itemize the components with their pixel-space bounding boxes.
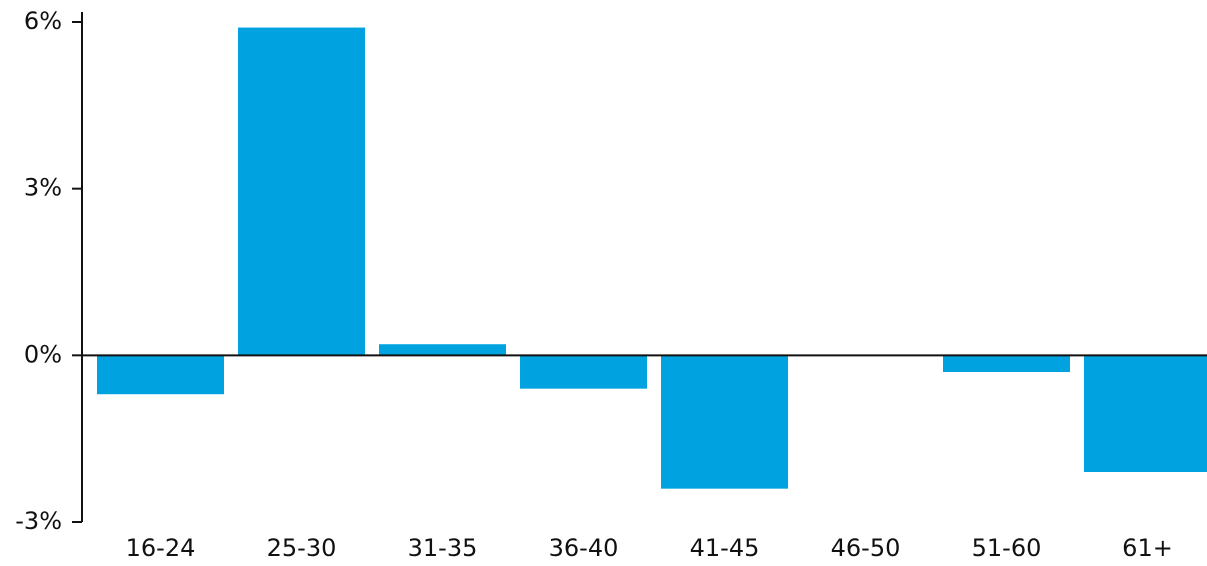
- bar: [238, 27, 365, 356]
- x-tick-label: 51-60: [972, 534, 1042, 562]
- y-tick-label: 3%: [24, 174, 62, 202]
- x-tick-label: 16-24: [126, 534, 196, 562]
- x-tick-label: 31-35: [408, 534, 478, 562]
- y-tick-label: 0%: [24, 340, 62, 368]
- x-tick-label: 25-30: [267, 534, 337, 562]
- x-tick-label: 46-50: [831, 534, 901, 562]
- y-tick-label: 6%: [24, 7, 62, 35]
- x-tick-label: 61+: [1122, 534, 1173, 562]
- x-tick-label: 36-40: [549, 534, 619, 562]
- bar: [379, 344, 506, 356]
- x-tick-label: 41-45: [690, 534, 760, 562]
- bar: [520, 355, 647, 389]
- bar: [943, 355, 1070, 372]
- bar: [661, 355, 788, 489]
- bar: [97, 355, 224, 395]
- bar: [1084, 355, 1207, 472]
- y-tick-label: -3%: [15, 507, 62, 535]
